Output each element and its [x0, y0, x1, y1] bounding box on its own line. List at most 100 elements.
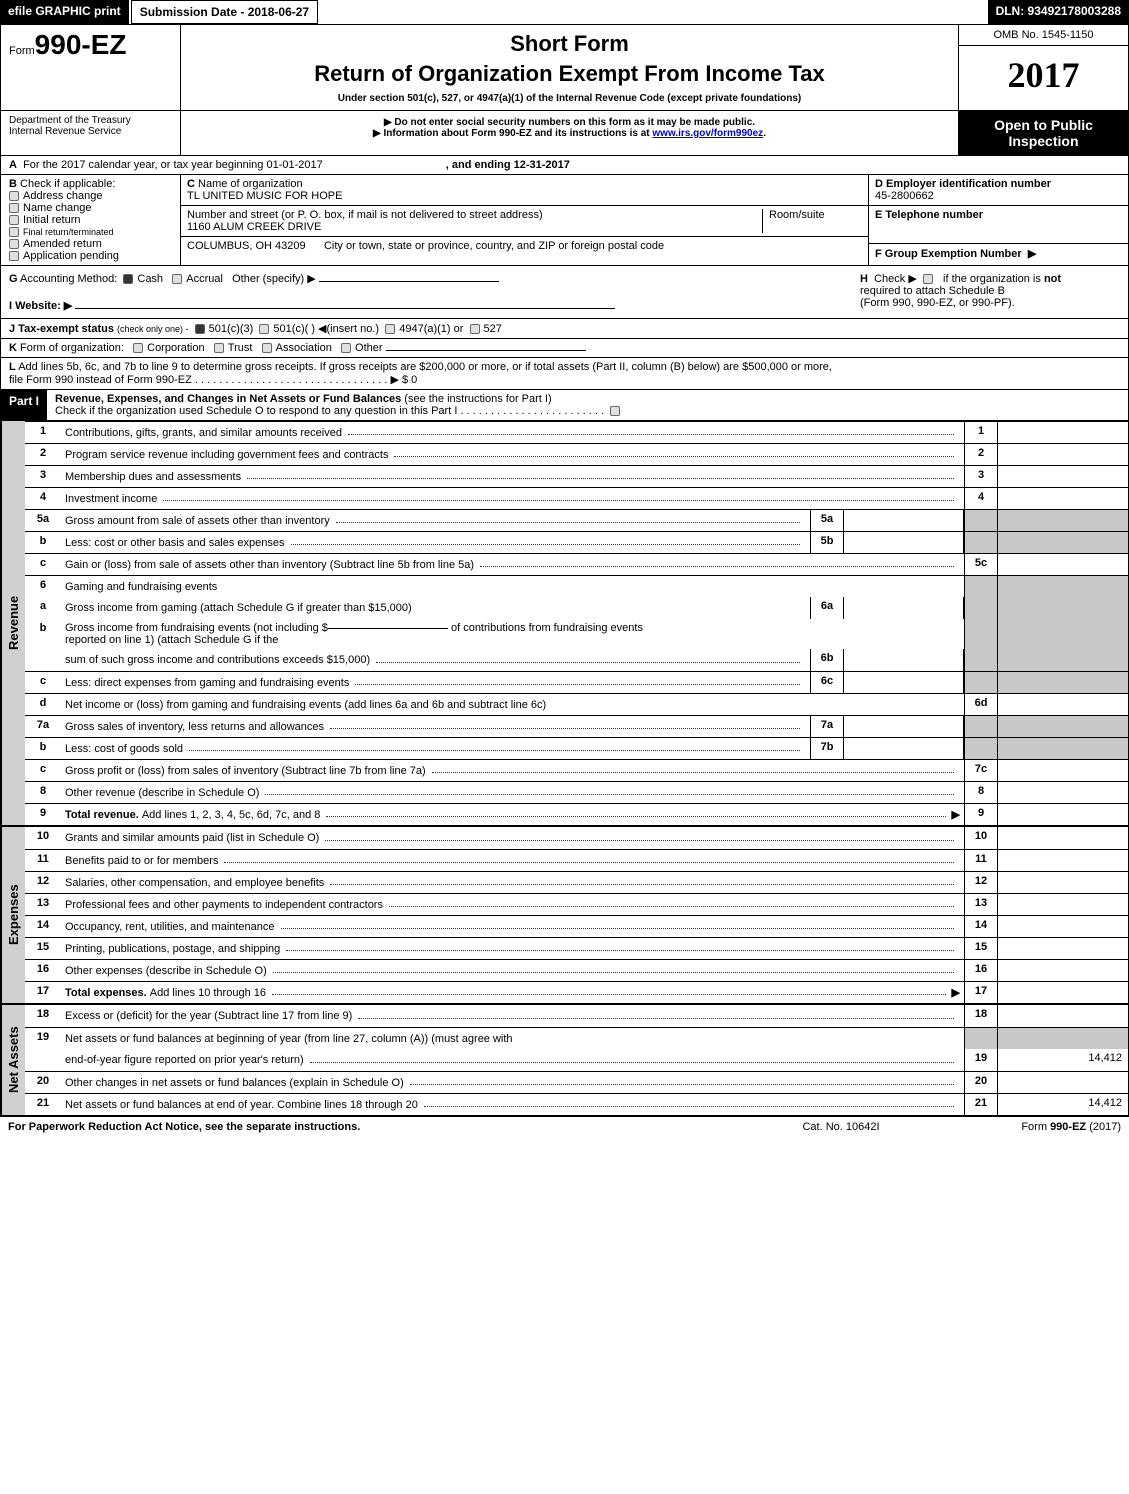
checkbox-corp[interactable]: [133, 343, 143, 353]
row-9: 9 Total revenue. Add lines 1, 2, 3, 4, 5…: [25, 803, 1128, 825]
dots-icon: [480, 559, 954, 567]
h-text4: (Form 990, 990-EZ, or 990-PF).: [860, 297, 1015, 309]
nb-7b-shade: [964, 738, 998, 759]
checkbox-accrual[interactable]: [172, 274, 182, 284]
row-bcdef: B Check if applicable: Address change Na…: [0, 175, 1129, 266]
b-item-2: Initial return: [23, 214, 80, 226]
ld-3: Membership dues and assessments: [65, 471, 241, 483]
j-checkonly: (check only one) -: [117, 324, 189, 334]
irs-link[interactable]: www.irs.gov/form990ez: [652, 128, 763, 139]
main-table: Revenue 1 Contributions, gifts, grants, …: [0, 421, 1129, 1116]
vb-14: [998, 916, 1128, 937]
section-c: C Name of organization TL UNITED MUSIC F…: [181, 175, 868, 265]
checkbox-assoc[interactable]: [262, 343, 272, 353]
nb-7a-shade: [964, 716, 998, 737]
checkbox-cash[interactable]: [123, 274, 133, 284]
sv-6c: [844, 672, 964, 693]
dots-icon: [358, 1011, 954, 1019]
l-label: L: [9, 361, 16, 373]
row-19: 19 Net assets or fund balances at beginn…: [25, 1027, 1128, 1049]
vb-13: [998, 894, 1128, 915]
dots-icon: [336, 515, 800, 523]
sn-5b: 5b: [810, 532, 844, 553]
nb-21: 21: [964, 1094, 998, 1115]
nb-20: 20: [964, 1072, 998, 1093]
ld-9b: Add lines 1, 2, 3, 4, 5c, 6d, 7c, and 8: [142, 809, 321, 821]
g-cash: Cash: [137, 273, 163, 285]
ld-6: Gaming and fundraising events: [65, 581, 217, 593]
city-value: COLUMBUS, OH 43209: [187, 240, 306, 252]
vb-7c: [998, 760, 1128, 781]
line-a: A For the 2017 calendar year, or tax yea…: [0, 156, 1129, 175]
part1-desc: Revenue, Expenses, and Changes in Net As…: [47, 390, 1128, 420]
ld-6b2: of contributions from fundraising events: [451, 622, 643, 634]
section-def: D Employer identification number 45-2800…: [868, 175, 1128, 265]
dln-label: DLN: 93492178003288: [988, 0, 1129, 24]
line-k: K Form of organization: Corporation Trus…: [0, 339, 1129, 358]
header-row: Form990-EZ Short Form Return of Organiza…: [0, 25, 1129, 111]
checkbox-501c3[interactable]: [195, 324, 205, 334]
part1-label: Part I: [1, 390, 47, 420]
checkbox-name-change[interactable]: [9, 203, 19, 213]
checkbox-application-pending[interactable]: [9, 251, 19, 261]
vb-2: [998, 444, 1128, 465]
vb-20: [998, 1072, 1128, 1093]
ld-1: Contributions, gifts, grants, and simila…: [65, 427, 342, 439]
c-name-label: Name of organization: [198, 178, 303, 190]
footer-right-prefix: Form: [1021, 1121, 1050, 1133]
h-text1: Check ▶: [874, 273, 917, 285]
nb-2: 2: [964, 444, 998, 465]
row-5b: b Less: cost or other basis and sales ex…: [25, 531, 1128, 553]
nb-5a-shade: [964, 510, 998, 531]
netassets-section: Net Assets 18 Excess or (deficit) for th…: [1, 1003, 1128, 1115]
footer-right-form: 990-EZ: [1050, 1121, 1086, 1133]
b-item-3: Final return/terminated: [23, 227, 114, 237]
ld-5b: Less: cost or other basis and sales expe…: [65, 537, 285, 549]
nb-5c: 5c: [964, 554, 998, 575]
row-7b: b Less: cost of goods sold 7b: [25, 737, 1128, 759]
checkbox-501c[interactable]: [259, 324, 269, 334]
nb-3: 3: [964, 466, 998, 487]
vb-6-shade: [998, 576, 1128, 597]
ln-10: 10: [25, 827, 61, 849]
checkbox-initial-return[interactable]: [9, 215, 19, 225]
vb-6b-shade: [998, 619, 1128, 649]
sn-6c: 6c: [810, 672, 844, 693]
dept-row: Department of the Treasury Internal Reve…: [0, 111, 1129, 156]
l-arrow-val: ▶ $ 0: [390, 374, 417, 386]
vb-6b2-shade: [998, 649, 1128, 671]
b-item-0: Address change: [23, 190, 103, 202]
checkbox-trust[interactable]: [214, 343, 224, 353]
vb-21: 14,412: [998, 1094, 1128, 1115]
checkbox-address-change[interactable]: [9, 191, 19, 201]
l-text2: file Form 990 instead of Form 990-EZ: [9, 374, 192, 386]
l-dots: . . . . . . . . . . . . . . . . . . . . …: [195, 374, 388, 386]
checkbox-527[interactable]: [470, 324, 480, 334]
d-label: D Employer identification number: [875, 178, 1051, 190]
row-16: 16 Other expenses (describe in Schedule …: [25, 959, 1128, 981]
checkbox-other-org[interactable]: [341, 343, 351, 353]
checkbox-amended-return[interactable]: [9, 239, 19, 249]
sv-5b: [844, 532, 964, 553]
row-6a: a Gross income from gaming (attach Sched…: [25, 597, 1128, 619]
row-7c: c Gross profit or (loss) from sales of i…: [25, 759, 1128, 781]
ln-16: 16: [25, 960, 61, 981]
checkbox-final-return[interactable]: [9, 227, 19, 237]
ld-16: Other expenses (describe in Schedule O): [65, 965, 267, 977]
ln-19-blank: [25, 1049, 61, 1071]
checkbox-schedule-o[interactable]: [610, 406, 620, 416]
f-label: F Group Exemption Number: [875, 248, 1022, 260]
j-insert: ◀(insert no.): [318, 323, 379, 335]
ld-2: Program service revenue including govern…: [65, 449, 388, 461]
ld-9: Total revenue.: [65, 809, 139, 821]
checkbox-4947[interactable]: [385, 324, 395, 334]
h-label: H: [860, 273, 868, 285]
ln-4: 4: [25, 488, 61, 509]
k-o2: Trust: [228, 342, 253, 354]
b-item-4: Amended return: [23, 238, 102, 250]
row-6b-cont: sum of such gross income and contributio…: [25, 649, 1128, 671]
efile-label: efile GRAPHIC print: [0, 0, 129, 24]
checkbox-h[interactable]: [923, 274, 933, 284]
dots-icon: [272, 987, 946, 995]
row-10: 10 Grants and similar amounts paid (list…: [25, 827, 1128, 849]
